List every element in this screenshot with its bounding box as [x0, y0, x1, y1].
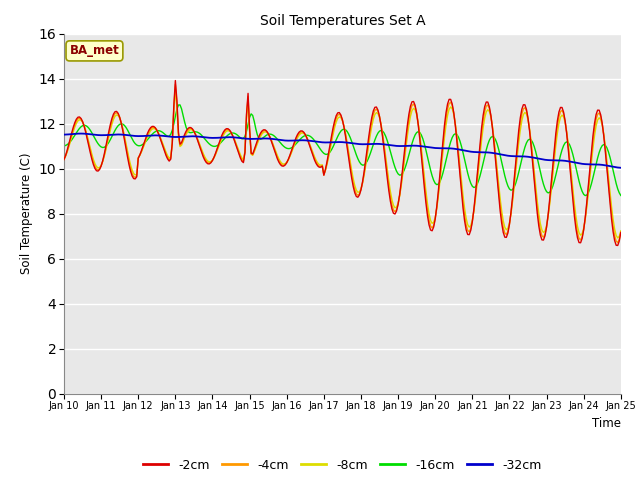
X-axis label: Time: Time: [592, 417, 621, 430]
Text: BA_met: BA_met: [70, 44, 119, 58]
Title: Soil Temperatures Set A: Soil Temperatures Set A: [260, 14, 425, 28]
Legend: -2cm, -4cm, -8cm, -16cm, -32cm: -2cm, -4cm, -8cm, -16cm, -32cm: [138, 454, 547, 477]
Y-axis label: Soil Temperature (C): Soil Temperature (C): [20, 153, 33, 275]
